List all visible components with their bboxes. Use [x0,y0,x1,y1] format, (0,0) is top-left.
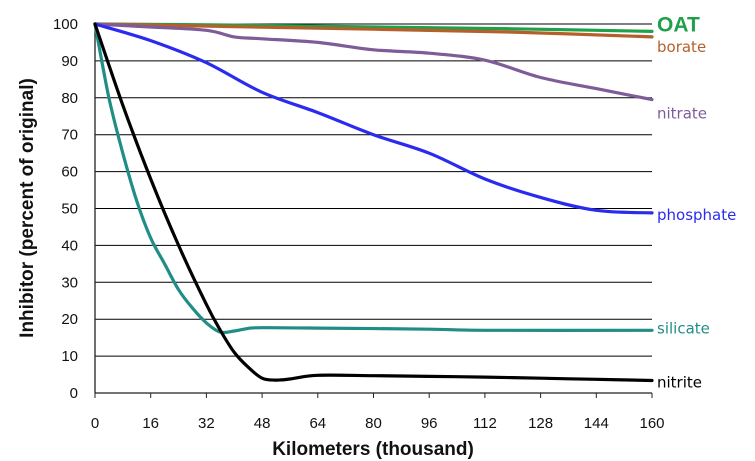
x-axis-title: Kilometers (thousand) [272,439,474,460]
y-tick-label: 80 [61,90,78,107]
series-label-OAT: OAT [657,13,700,36]
y-tick-label: 30 [61,274,78,291]
y-tick-label: 100 [53,16,78,33]
series-label-phosphate: phosphate [657,206,736,224]
series-line-silicate [93,22,654,335]
series-label-nitrite: nitrite [657,373,702,391]
x-tick-label: 16 [142,415,159,432]
series-line-nitrite [93,22,654,383]
y-tick-label: 70 [61,127,78,144]
x-tick-label: 112 [473,415,497,432]
series-line-nitrate [93,22,654,102]
y-axis-title: Inhibitor (percent of original) [17,78,38,338]
y-tick-label: 50 [61,201,78,218]
y-tick-label: 20 [61,311,78,328]
series-label-borate: borate [657,38,706,56]
series-line-borate [93,22,654,39]
x-tick-label: 128 [528,415,553,432]
series-label-nitrate: nitrate [657,105,707,123]
x-tick-label: 96 [421,415,438,432]
x-tick-labels: 0 16 32 48 64 80 96 112 128 144 160 [91,393,665,432]
x-tick-label: 0 [91,415,99,432]
y-tick-label: 40 [61,237,78,254]
x-tick-label: 64 [309,415,326,432]
y-tick-label: 0 [70,385,78,402]
series-label-silicate: silicate [657,319,710,337]
series-line-phosphate [93,22,654,215]
series-lines [93,22,654,383]
x-tick-label: 160 [639,415,664,432]
y-tick-label: 10 [61,348,78,365]
gridlines [95,23,652,357]
series-labels: OAT borate nitrate phosphate silicate nitrite [657,13,736,391]
x-tick-label: 80 [365,415,382,432]
x-tick-label: 48 [254,415,271,432]
y-tick-label: 60 [61,164,78,181]
y-tick-labels: 0 10 20 30 40 50 60 70 80 90 100 [53,16,78,402]
x-tick-label: 144 [584,415,609,432]
x-tick-label: 32 [198,415,215,432]
y-tick-label: 90 [61,53,78,70]
